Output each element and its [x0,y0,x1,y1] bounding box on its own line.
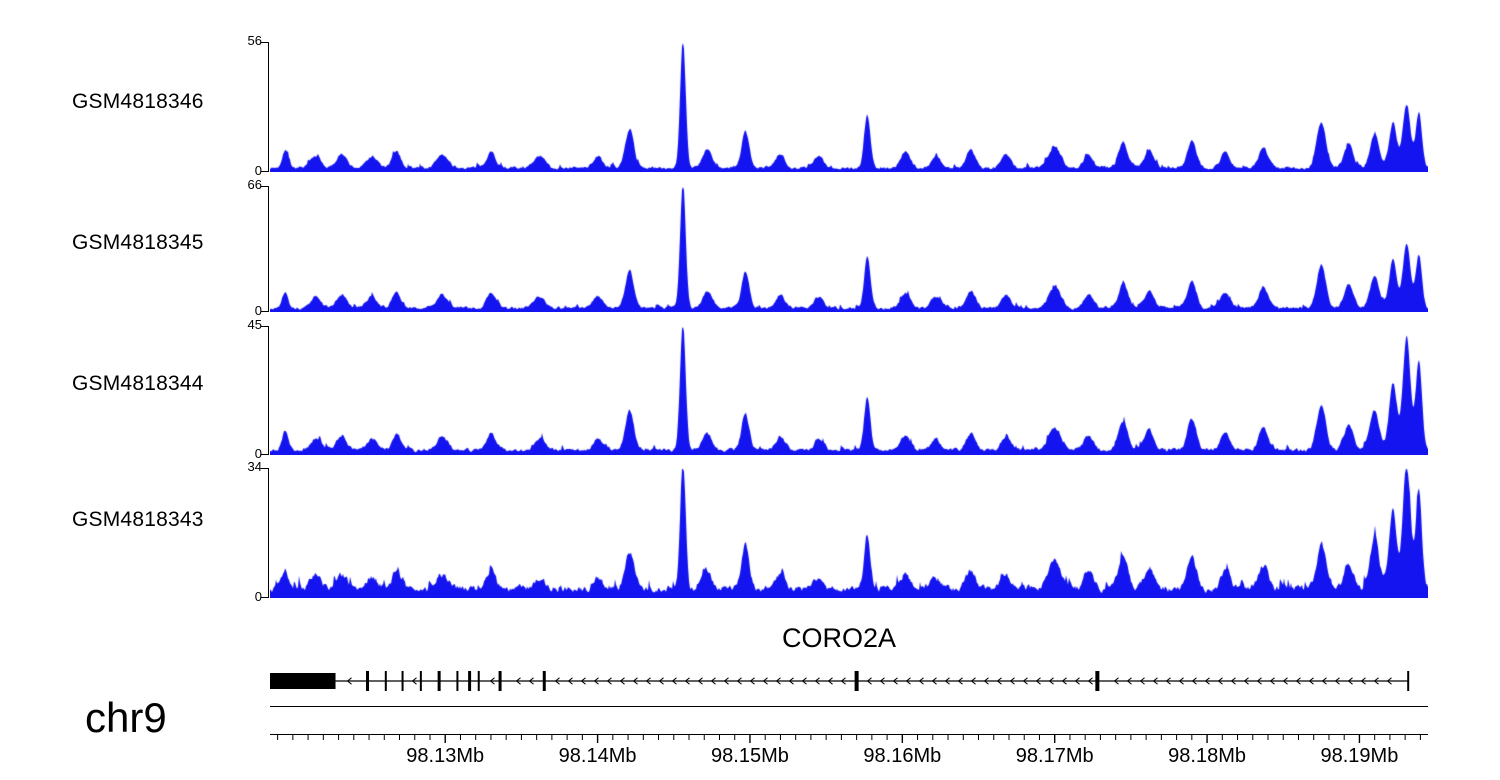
genome-axis-labels: 98.13Mb 98.14Mb 98.15Mb 98.16Mb 98.17Mb … [0,745,1500,775]
coverage-canvas [270,42,1428,172]
axis-tick-label: 98.18Mb [1168,745,1246,767]
track-label: GSM4818346 [72,90,204,113]
axis-tick-label: 98.19Mb [1320,745,1399,767]
y-axis-zero-label: 0 [254,446,262,461]
y-axis-max-label: 45 [247,317,262,332]
track-label: GSM4818345 [72,231,204,254]
y-axis-max-label: 34 [247,459,262,474]
y-axis-max-label: 66 [247,177,262,192]
coverage-canvas [270,326,1428,455]
axis-tick-label: 98.13Mb [406,745,485,767]
axis-tick-label: 98.17Mb [1015,745,1094,767]
y-axis-max-label: 56 [247,33,262,48]
axis-tick-label: 98.16Mb [863,745,942,767]
track-label: GSM4818344 [72,372,204,395]
axis-tick-label: 98.14Mb [558,745,637,767]
chromosome-label: chr9 [85,694,167,741]
coverage-canvas [270,468,1428,598]
y-axis-zero-label: 0 [254,303,262,318]
track-label: GSM4818343 [72,508,204,531]
coverage-canvas [270,186,1428,312]
y-axis-zero-label: 0 [254,589,262,604]
y-axis-zero-label: 0 [254,163,262,178]
axis-tick-label: 98.15Mb [711,745,789,767]
gene-name-label: CORO2A [781,623,897,653]
